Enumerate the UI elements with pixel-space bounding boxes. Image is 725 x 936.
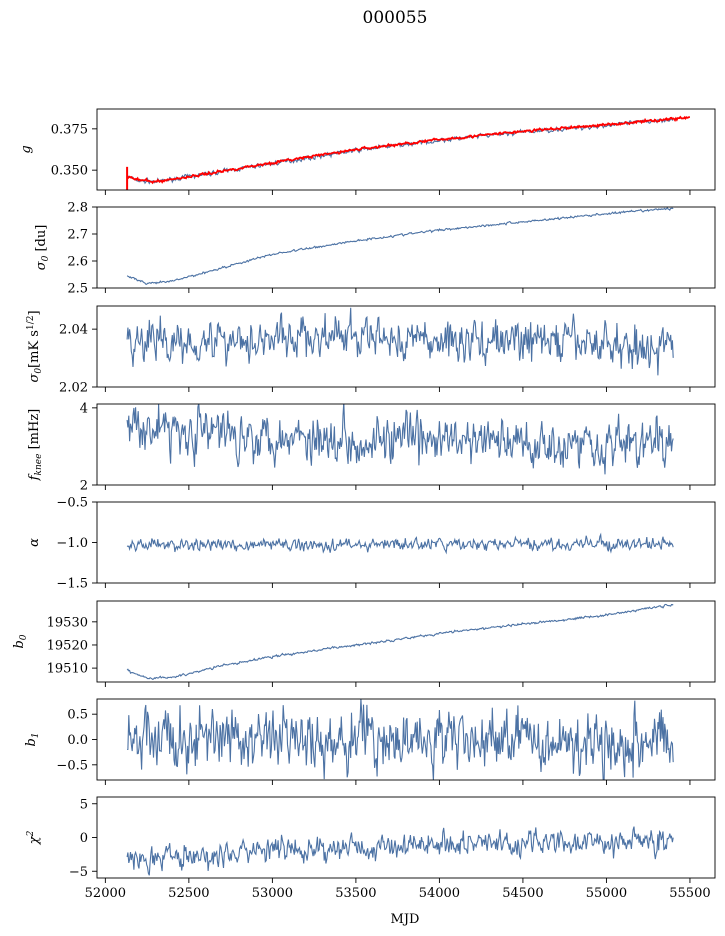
- y-tick-label: 4: [80, 401, 88, 416]
- y-tick-label: 2.8: [67, 201, 88, 216]
- y-tick-label: 0.0: [67, 733, 88, 748]
- panel-3: 2.02 2.04 σ0[mK s1/2]: [26, 305, 716, 396]
- y-tick-label: 19510: [47, 662, 88, 677]
- panel-frame: [96, 305, 716, 388]
- series-line: [126, 826, 674, 876]
- panel-1: 0.350 0.375 g: [19, 108, 716, 195]
- y-axis-label: σ0 [du]: [34, 225, 51, 271]
- x-tick-label: 52500: [168, 886, 209, 901]
- y-axis-label: b1: [24, 732, 41, 746]
- panel-5: −1.5 −1.0 −0.5 α: [27, 496, 716, 592]
- y-tick-label: 0: [80, 831, 88, 846]
- y-tick-label: −5: [69, 865, 88, 880]
- x-axis-label: MJD: [391, 912, 420, 927]
- x-tick-label: 54500: [502, 886, 543, 901]
- panel-8: −5 0 5 52000 52500 53000 53500 54000 54500 55000 5…: [26, 796, 716, 901]
- figure-title: 000055: [363, 8, 428, 28]
- y-tick-label: −0.5: [56, 758, 88, 773]
- series-line: [126, 404, 674, 475]
- series-line: [126, 117, 674, 185]
- panel-frame: [96, 600, 716, 683]
- x-tick-label: 52000: [85, 886, 126, 901]
- y-tick-label: −1.0: [56, 536, 88, 551]
- y-tick-label: 2.7: [67, 228, 88, 243]
- x-tick-label: 53500: [335, 886, 376, 901]
- y-tick-label: 0.5: [67, 708, 88, 723]
- y-tick-label: 19530: [47, 615, 88, 630]
- y-axis-label: χ2: [26, 830, 42, 845]
- x-tick-label: 55500: [669, 886, 710, 901]
- y-tick-label: 5: [80, 797, 88, 812]
- y-tick-label: 2.04: [59, 323, 88, 338]
- series-line: [126, 307, 674, 376]
- panels: 0.350 0.375 g 2.5 2.6 2.7 2.8 σ0 [du] 2.02 2.04 σ0…: [12, 108, 716, 901]
- y-axis-label: σ0[mK s1/2]: [26, 310, 44, 382]
- y-axis-label: fknee [mHz]: [27, 409, 44, 482]
- panel-frame: [96, 108, 716, 191]
- x-tick-label: 53000: [252, 886, 293, 901]
- panel-4: 2 4 fknee [mHz]: [27, 401, 716, 494]
- y-tick-label: 0.350: [51, 164, 88, 179]
- y-tick-label: 0.375: [51, 122, 88, 137]
- x-tick-label: 54000: [419, 886, 460, 901]
- panel-6: 19510 19520 19530 b0: [12, 600, 716, 687]
- y-axis-label: g: [19, 145, 34, 153]
- y-axis-label: α: [27, 538, 42, 547]
- panel-frame: [96, 206, 716, 289]
- series-line: [126, 207, 674, 285]
- series-line: [127, 699, 674, 780]
- series-line: [126, 532, 674, 555]
- y-tick-label: 2: [80, 479, 88, 494]
- y-tick-label: 2.6: [67, 255, 88, 270]
- panel-frame: [96, 403, 716, 486]
- y-tick-label: −0.5: [56, 496, 88, 511]
- series-line: [126, 603, 674, 681]
- y-tick-label: 2.5: [67, 282, 88, 297]
- y-axis-label: b0: [12, 634, 29, 648]
- panel-2: 2.5 2.6 2.7 2.8 σ0 [du]: [34, 201, 716, 297]
- panel-7: −0.5 0.0 0.5 b1: [24, 698, 716, 785]
- y-tick-label: 2.02: [59, 381, 88, 396]
- y-tick-label: 19520: [47, 638, 88, 653]
- series-line: [126, 115, 690, 185]
- y-tick-label: −1.5: [56, 577, 88, 592]
- x-tick-label: 55000: [586, 886, 627, 901]
